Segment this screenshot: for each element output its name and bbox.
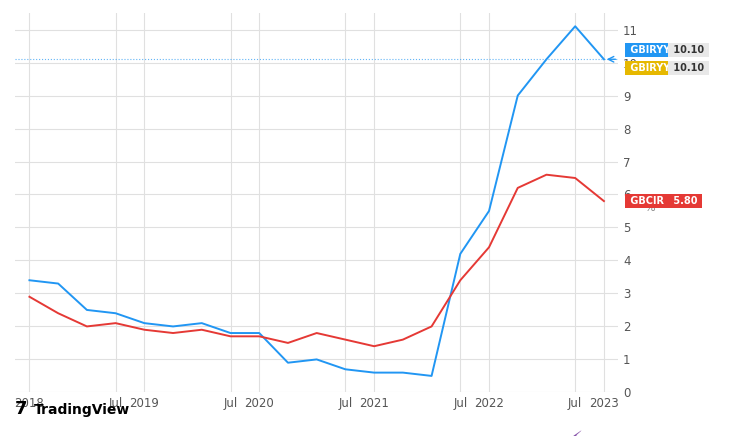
Text: GBIRYY: GBIRYY	[627, 45, 674, 55]
Y-axis label: %: %	[644, 203, 654, 213]
Text: TradingView: TradingView	[34, 403, 130, 417]
Text: 5.80: 5.80	[670, 196, 700, 206]
Text: 7: 7	[15, 400, 28, 418]
Text: GBCIR: GBCIR	[627, 196, 668, 206]
Text: ⚡: ⚡	[570, 429, 582, 436]
Text: 10.10: 10.10	[670, 63, 707, 73]
Text: 10.10: 10.10	[670, 45, 707, 55]
Text: GBIRYY: GBIRYY	[627, 63, 674, 73]
